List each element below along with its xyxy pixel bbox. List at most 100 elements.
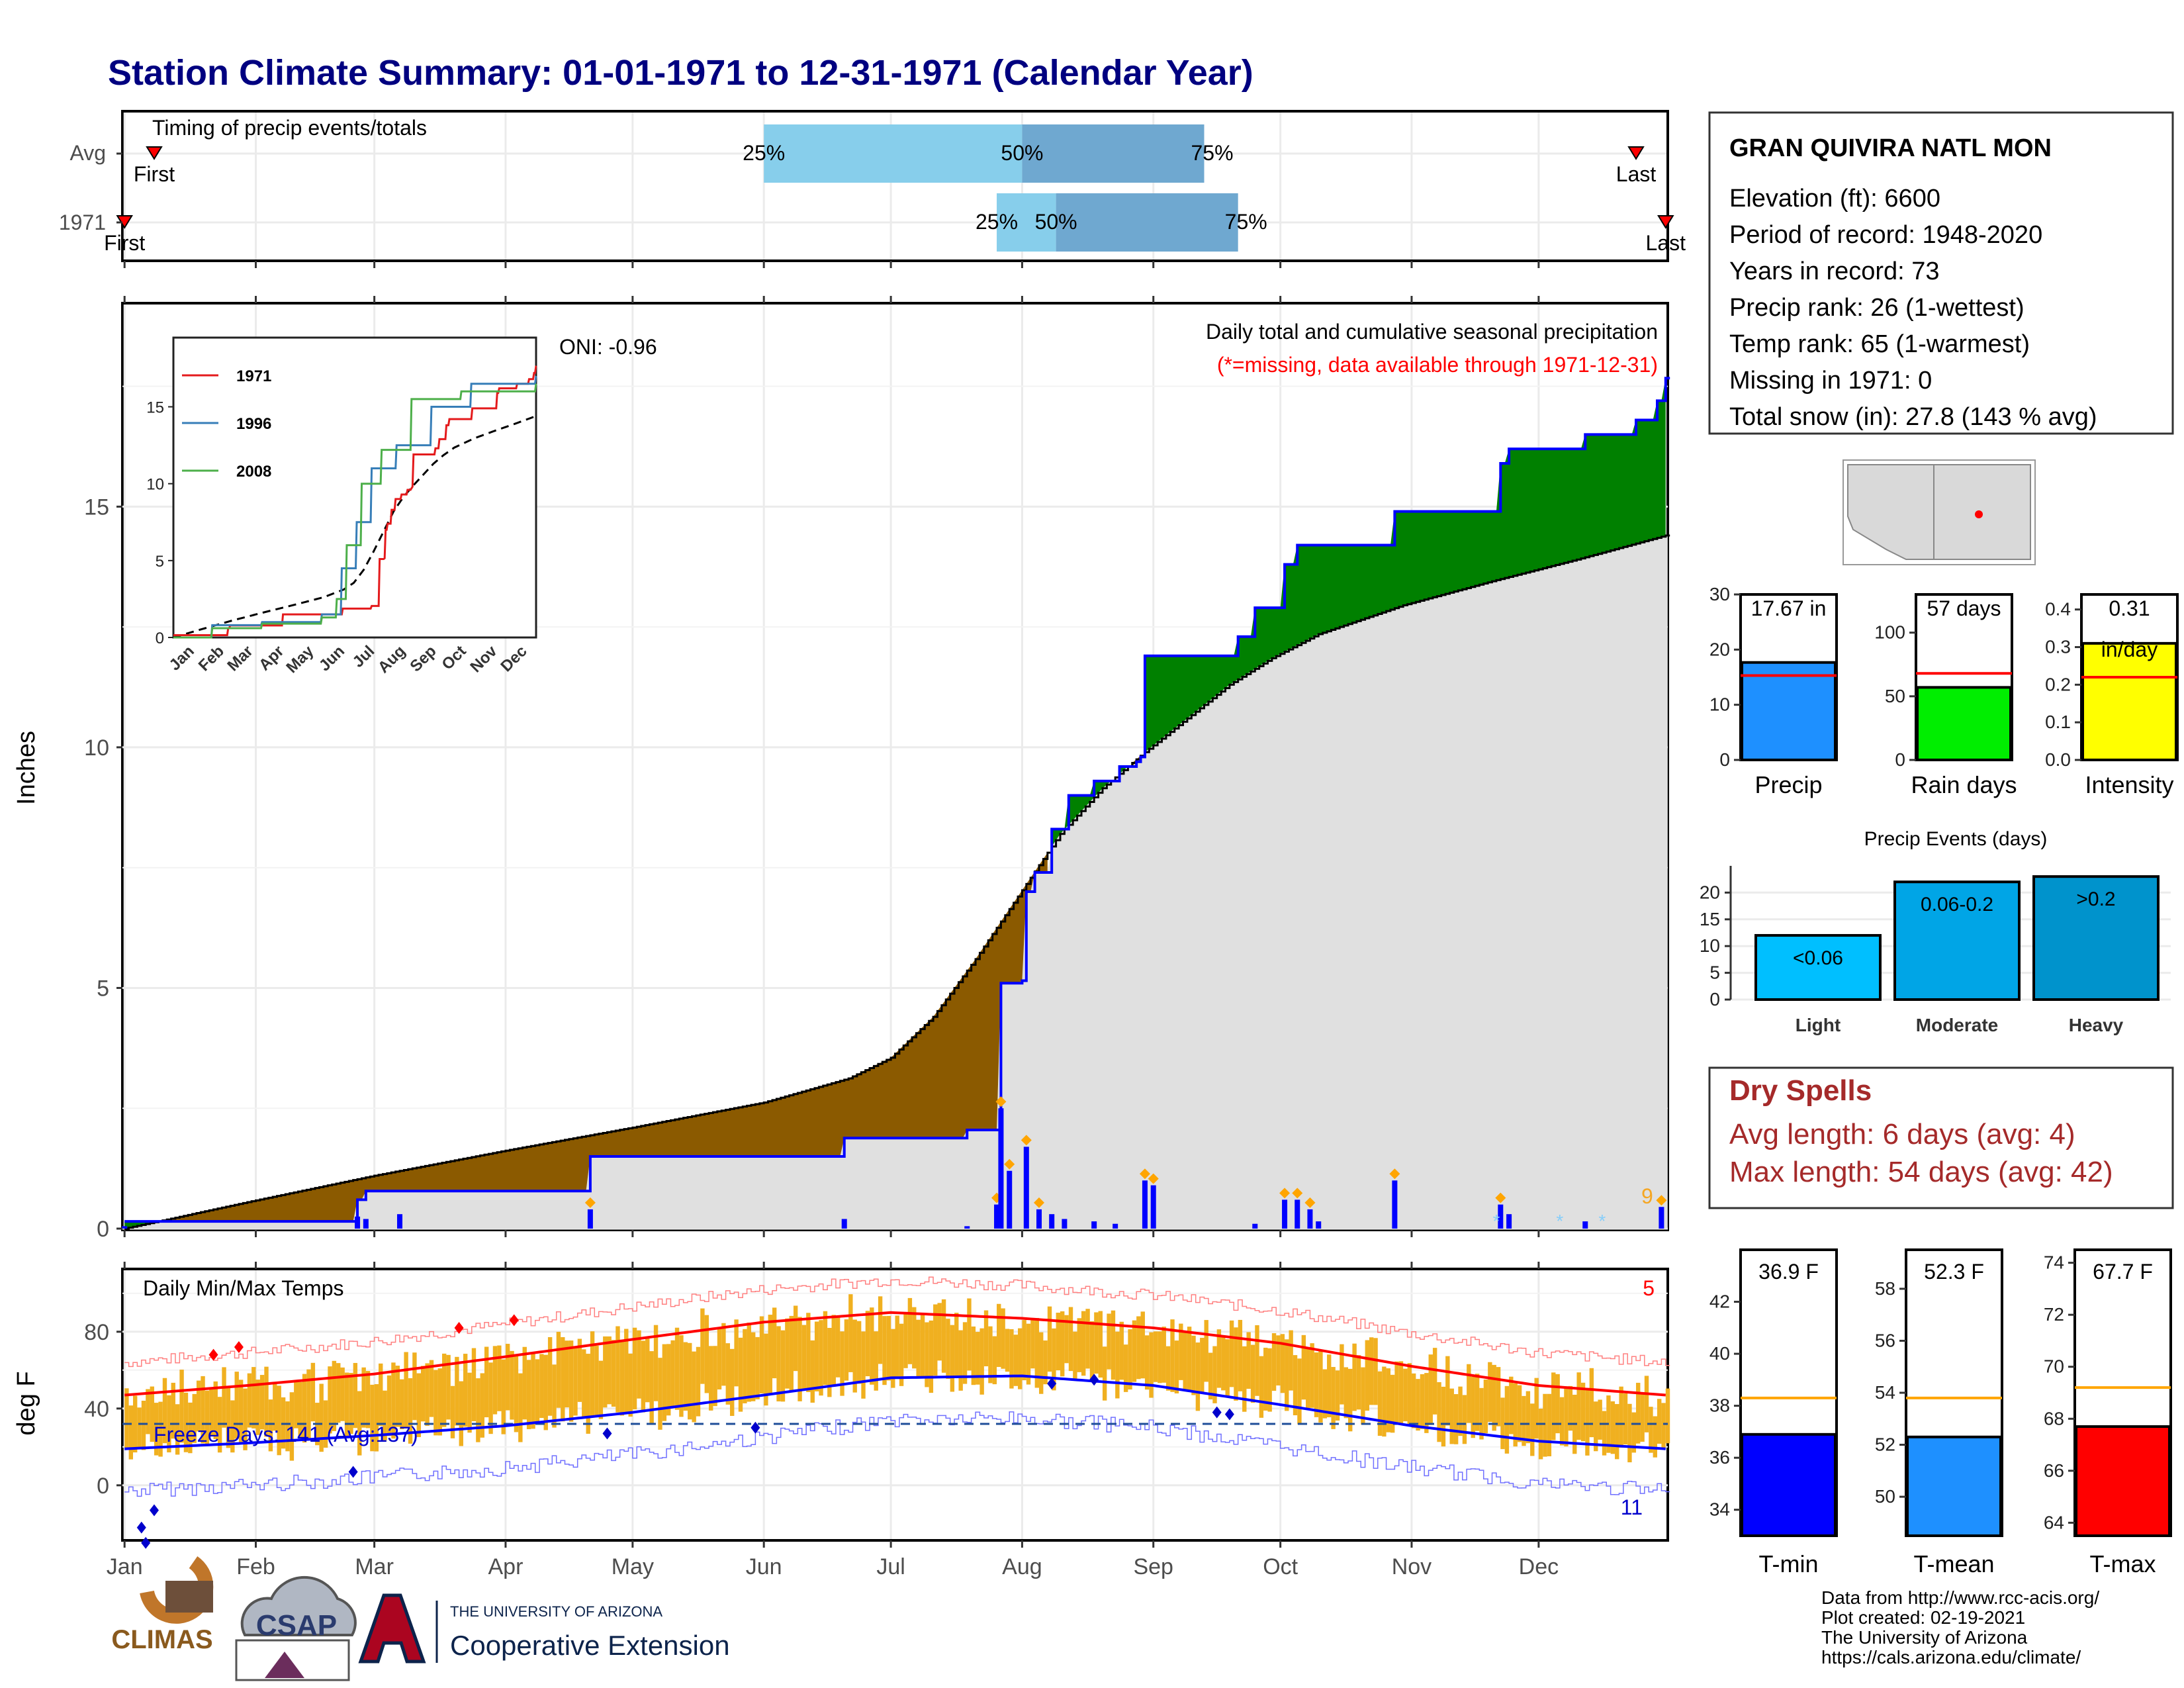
temp-bar-value: 67.7 F (2093, 1260, 2153, 1284)
daily-temp-range (1534, 1378, 1539, 1439)
daily-temp-range (1280, 1334, 1285, 1393)
daily-temp-range (1060, 1311, 1065, 1377)
daily-temp-range (213, 1381, 218, 1439)
temp-y-tick-label: 80 (84, 1320, 109, 1345)
summary-bar-tick-label: 20 (1709, 639, 1730, 659)
daily-temp-range (175, 1404, 180, 1455)
temp-count-bottom: 11 (1621, 1495, 1643, 1519)
daily-temp-range (1615, 1404, 1619, 1460)
daily-temp-range (234, 1372, 239, 1439)
daily-temp-range (128, 1405, 133, 1460)
precip-events-tick-label: 15 (1700, 909, 1720, 929)
daily-temp-range (1153, 1331, 1158, 1382)
daily-temp-range (692, 1351, 696, 1423)
daily-temp-range (1267, 1348, 1272, 1412)
daily-temp-range (1352, 1343, 1357, 1411)
daily-temp-range (1619, 1386, 1623, 1448)
timing-p25-label: 25% (743, 141, 785, 165)
daily-temp-range (967, 1298, 972, 1371)
daily-temp-range (1081, 1311, 1086, 1376)
daily-precip-bar (1049, 1214, 1055, 1229)
precip-events-bars: 0 5 10 15 20 <0.06 Light 0.06-0.2 Moderate >0.2 He… (1700, 866, 2171, 1035)
precip-y-tick-label: 5 (97, 976, 109, 1001)
daily-temp-range (573, 1346, 578, 1416)
daily-temp-range (264, 1366, 269, 1437)
daily-temp-range (590, 1331, 595, 1416)
summary-bars: 17.67 in Precip 0 10 20 30 57 days Rain days 0 50… (1709, 584, 2179, 798)
daily-temp-range (1212, 1346, 1217, 1403)
daily-temp-range (1483, 1380, 1488, 1434)
daily-temp-range (1394, 1361, 1399, 1423)
summary-bar-label: Rain days (1911, 771, 2017, 798)
daily-temp-range (1225, 1339, 1230, 1397)
daily-temp-range (209, 1387, 214, 1436)
daily-temp-range (1398, 1361, 1404, 1425)
daily-temp-range (713, 1346, 717, 1407)
daily-temp-range (1610, 1401, 1615, 1454)
daily-temp-range (1322, 1369, 1328, 1419)
inset-y-tick-label: 10 (146, 476, 164, 494)
summary-bar-label: Precip (1754, 771, 1822, 798)
daily-temp-range (1140, 1311, 1145, 1379)
locator-map (1843, 459, 2036, 565)
daily-temp-range (1132, 1320, 1137, 1382)
inset-average-line (173, 415, 537, 639)
daily-temp-range (1047, 1306, 1052, 1372)
daily-precip-marker (1304, 1197, 1316, 1208)
summary-bar-Intensity (2081, 641, 2177, 762)
daily-temp-range (1445, 1356, 1450, 1426)
daily-precip-bar (1007, 1170, 1013, 1229)
daily-temp-range (976, 1332, 980, 1385)
csap-cloud (240, 1575, 357, 1636)
daily-temp-range (336, 1363, 341, 1423)
daily-temp-range (1229, 1320, 1234, 1387)
inset-y-tick-label: 15 (146, 399, 164, 417)
daily-temp-range (1644, 1376, 1649, 1432)
station-info-line: Years in record: 73 (1729, 258, 1940, 285)
inset-series-line-2008 (173, 383, 537, 639)
daily-temp-range (925, 1322, 929, 1387)
daily-temp-range (755, 1336, 760, 1399)
daily-temp-range (158, 1401, 163, 1457)
temp-count-top: 5 (1643, 1276, 1655, 1300)
daily-temp-range (132, 1395, 138, 1453)
daily-temp-range (1013, 1335, 1019, 1386)
daily-precip-marker (1148, 1173, 1159, 1184)
daily-temp-range (1115, 1331, 1120, 1399)
daily-temp-range (561, 1336, 565, 1422)
daily-temp-range (751, 1332, 756, 1401)
daily-temp-range (1551, 1372, 1556, 1440)
daily-temp-range (603, 1336, 608, 1408)
daily-temp-range (1271, 1333, 1277, 1391)
daily-temp-range (1576, 1372, 1581, 1440)
temp-bar-label: T-min (1759, 1550, 1819, 1577)
daily-temp-range (764, 1333, 768, 1406)
inset-y-tick-label: 0 (156, 630, 164, 647)
daily-temp-range (679, 1335, 684, 1417)
daily-temp-range (268, 1399, 273, 1452)
temp-bar-label: T-mean (1913, 1550, 1994, 1577)
month-label: Dec (1519, 1554, 1559, 1579)
daily-temp-range (907, 1297, 913, 1364)
daily-temp-range (353, 1362, 358, 1429)
daily-temp-range (400, 1379, 404, 1429)
temp-bar-tick-label: 52 (1875, 1434, 1895, 1455)
temp-y-tick-label: 40 (84, 1397, 109, 1422)
temp-bar-tick-label: 68 (2044, 1408, 2064, 1429)
precip-events-tick-label: 5 (1709, 962, 1720, 983)
daily-temp-range (365, 1371, 371, 1429)
daily-temp-range (1420, 1374, 1425, 1429)
temp-bar-tick-label: 66 (2044, 1460, 2064, 1481)
temp-summary-bars: 36.9 F T-min 34 36 38 40 42 52.3 F T-mean 50 52 54 5… (1709, 1248, 2172, 1577)
daily-temp-range (243, 1388, 248, 1450)
temp-bar-tick-label: 70 (2044, 1356, 2064, 1377)
summary-bar-tick-label: 50 (1885, 686, 1905, 706)
daily-temp-range (641, 1340, 646, 1413)
climas-logo: CLIMAS (111, 1556, 214, 1654)
daily-precip-bar (1316, 1221, 1322, 1229)
daily-temp-range (569, 1340, 574, 1422)
daily-temp-range (1238, 1319, 1243, 1391)
daily-temp-range (1407, 1363, 1412, 1425)
inset-frame (172, 336, 537, 639)
precip-panel-title: Daily total and cumulative seasonal prec… (1206, 320, 1658, 344)
